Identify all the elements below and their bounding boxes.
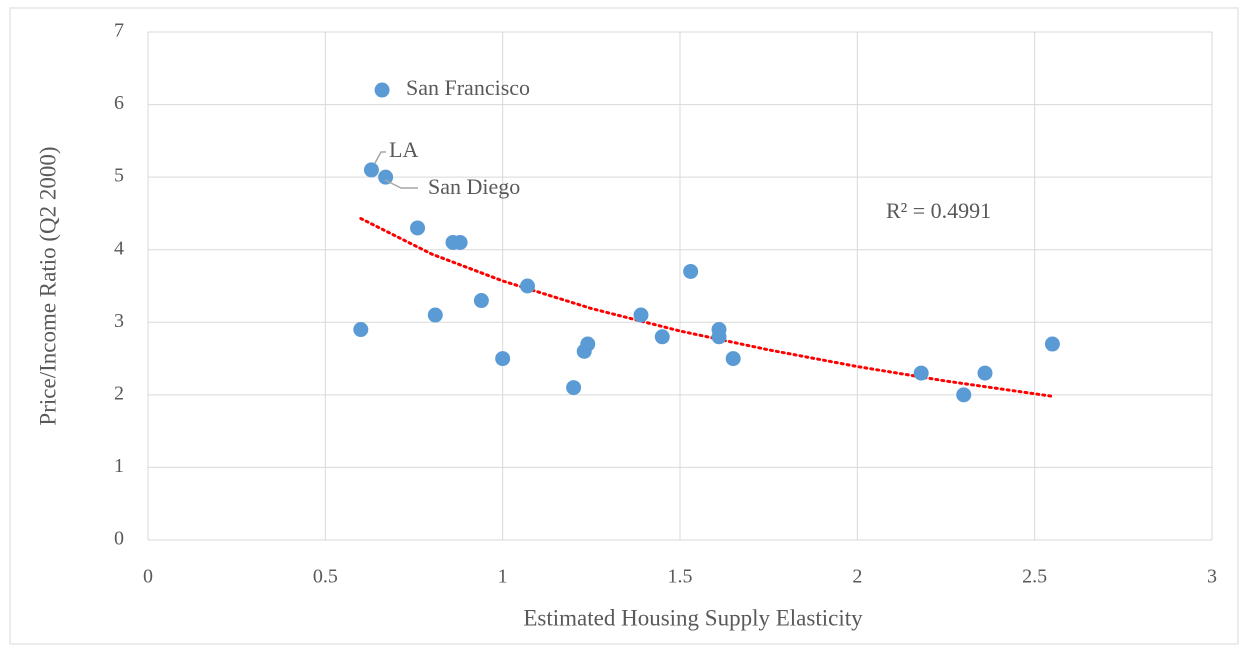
- y-tick-label: 6: [114, 92, 124, 114]
- leader-line: [384, 179, 418, 189]
- y-tick-label: 1: [114, 455, 124, 477]
- point: [473, 293, 489, 309]
- point: [654, 329, 670, 345]
- point: [452, 234, 468, 250]
- point: [378, 169, 394, 185]
- point: [683, 263, 699, 279]
- x-tick-label: 1: [498, 566, 508, 588]
- trendline: [359, 217, 1054, 398]
- point: [427, 307, 443, 323]
- point: [633, 307, 649, 323]
- point: [566, 380, 582, 396]
- x-tick-label: 0.5: [313, 566, 338, 588]
- annotation: LA: [389, 137, 418, 162]
- point: [353, 322, 369, 338]
- point: [519, 278, 535, 294]
- y-tick-label: 0: [114, 528, 124, 550]
- annotation: R² = 0.4991: [886, 198, 991, 223]
- y-tick-label: 2: [114, 382, 124, 404]
- point: [711, 329, 727, 345]
- y-tick-label: 3: [114, 310, 124, 332]
- x-tick-label: 1.5: [668, 566, 693, 588]
- annotation: San Francisco: [406, 75, 530, 100]
- y-tick-label: 4: [114, 237, 124, 259]
- point: [410, 220, 426, 236]
- point: [913, 365, 929, 381]
- x-tick-label: 2.5: [1022, 566, 1047, 588]
- point: [1044, 336, 1060, 352]
- point: [495, 351, 511, 367]
- x-tick-label: 2: [852, 566, 862, 588]
- chart-frame: [9, 7, 1239, 645]
- point: [374, 82, 390, 98]
- point: [725, 351, 741, 367]
- point: [580, 336, 596, 352]
- y-axis-title: Price/Income Ratio (Q2 2000): [35, 146, 60, 425]
- x-tick-label: 3: [1207, 566, 1217, 588]
- x-tick-label: 0: [143, 566, 153, 588]
- y-tick-label: 5: [114, 165, 124, 187]
- annotation: San Diego: [428, 174, 520, 199]
- leader-line: [374, 151, 386, 164]
- point: [956, 387, 972, 403]
- point: [363, 162, 379, 178]
- y-tick-label: 7: [114, 20, 124, 42]
- point: [977, 365, 993, 381]
- x-axis-title: Estimated Housing Supply Elasticity: [523, 605, 863, 630]
